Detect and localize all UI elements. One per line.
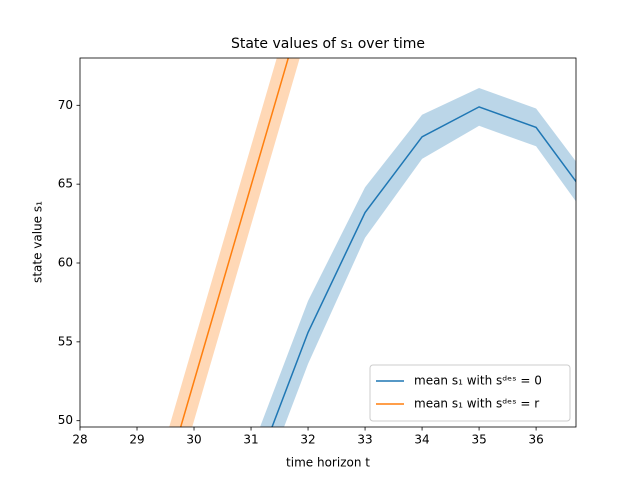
x-tick-label: 35 [471, 433, 486, 447]
y-tick-label: 55 [58, 334, 73, 348]
series-line [271, 106, 576, 427]
y-tick-label: 70 [58, 98, 73, 112]
legend-label: mean s₁ with sᵈᵉˢ = r [414, 397, 539, 411]
x-tick-label: 29 [129, 433, 144, 447]
series-line [179, 58, 290, 427]
x-tick-label: 32 [300, 433, 315, 447]
y-axis-label: state value s₁ [31, 201, 45, 283]
y-tick-label: 60 [58, 256, 73, 270]
y-tick-label: 65 [58, 177, 73, 191]
axes-frame [79, 57, 577, 428]
y-tick-label: 50 [58, 413, 73, 427]
legend-box [369, 364, 571, 422]
x-tick-label: 36 [528, 433, 543, 447]
plot-area [169, 58, 576, 427]
legend-label: mean s₁ with sᵈᵉˢ = 0 [414, 374, 542, 388]
x-tick-label: 30 [186, 433, 201, 447]
chart-title: State values of s₁ over time [231, 36, 425, 52]
x-tick-label: 28 [72, 433, 87, 447]
error-band [260, 87, 576, 427]
x-tick-label: 33 [357, 433, 372, 447]
x-tick-label: 31 [243, 433, 258, 447]
x-axis-label: time horizon t [286, 456, 370, 470]
x-tick-label: 34 [414, 433, 429, 447]
